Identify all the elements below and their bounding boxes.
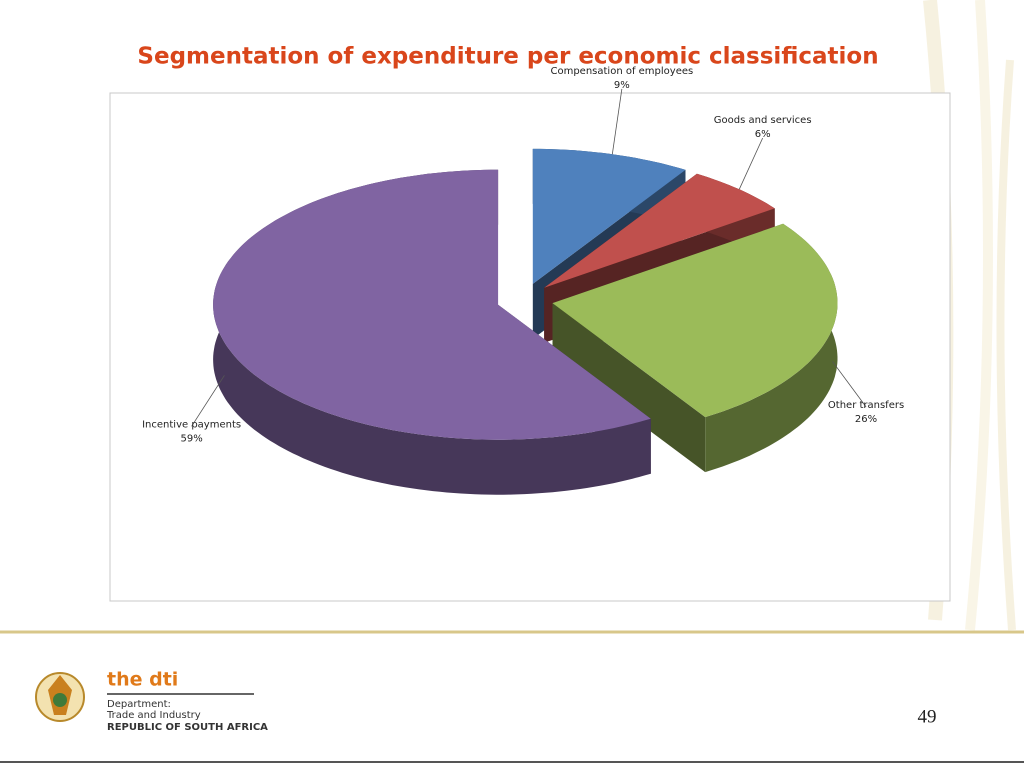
- department: Department:: [107, 699, 171, 710]
- value-label: 9%: [614, 80, 630, 91]
- leader-line: [611, 88, 623, 155]
- pie: Compensation of employees 9% Goods and ser…: [142, 66, 904, 495]
- country: REPUBLIC OF SOUTH AFRICA: [107, 722, 268, 733]
- leader-line: [738, 137, 764, 190]
- value-label: 6%: [755, 129, 771, 140]
- slice: [213, 169, 651, 440]
- page-number: 49: [918, 706, 937, 727]
- category-label: Other transfers: [828, 400, 904, 411]
- category-label: Incentive payments: [142, 419, 241, 430]
- value-label: 59%: [180, 433, 202, 444]
- slice: [532, 148, 686, 284]
- slice-side: [552, 303, 706, 473]
- chart-title: Segmentation of expenditure per economic…: [137, 44, 878, 70]
- value-label: 26%: [855, 414, 877, 425]
- category-label: Goods and services: [714, 115, 812, 126]
- leader-line: [832, 361, 867, 408]
- leader-line: [191, 375, 225, 427]
- category-label: Compensation of employees: [550, 66, 693, 77]
- logo-title: the dti: [107, 669, 178, 691]
- logo: [35, 672, 85, 722]
- unit: Trade and Industry: [106, 710, 201, 721]
- slice: [544, 173, 775, 288]
- slice: [552, 223, 838, 418]
